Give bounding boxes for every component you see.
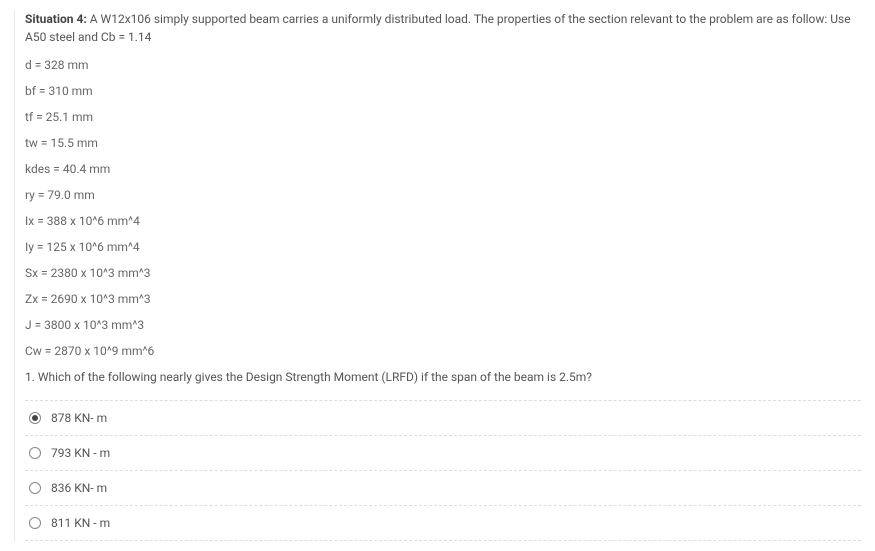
parameter-line: d = 328 mm	[25, 56, 861, 74]
option-row[interactable]: 793 KN - m	[25, 436, 861, 471]
option-label: 878 KN- m	[51, 409, 107, 427]
parameter-line: kdes = 40.4 mm	[25, 160, 861, 178]
radio-icon[interactable]	[29, 517, 41, 529]
option-label: 793 KN - m	[51, 444, 110, 462]
situation-body: A W12x106 simply supported beam carries …	[25, 12, 851, 44]
parameter-line: Zx = 2690 x 10^3 mm^3	[25, 290, 861, 308]
option-row[interactable]: 836 KN- m	[25, 471, 861, 506]
parameter-line: ry = 79.0 mm	[25, 186, 861, 204]
option-label: 836 KN- m	[51, 479, 107, 497]
problem-block: Situation 4: A W12x106 simply supported …	[14, 10, 861, 541]
radio-icon[interactable]	[29, 447, 41, 459]
parameter-line: Cw = 2870 x 10^9 mm^6	[25, 342, 861, 360]
parameter-line: tw = 15.5 mm	[25, 134, 861, 152]
option-row[interactable]: 878 KN- m	[25, 401, 861, 436]
parameter-line: Sx = 2380 x 10^3 mm^3	[25, 264, 861, 282]
option-row[interactable]: 811 KN - m	[25, 506, 861, 541]
options-group: 878 KN- m 793 KN - m 836 KN- m 811 KN - m	[25, 400, 861, 541]
situation-text: Situation 4: A W12x106 simply supported …	[25, 10, 861, 46]
parameter-line: Ix = 388 x 10^6 mm^4	[25, 212, 861, 230]
question-text: 1. Which of the following nearly gives t…	[25, 368, 861, 386]
parameter-line: J = 3800 x 10^3 mm^3	[25, 316, 861, 334]
radio-icon[interactable]	[29, 482, 41, 494]
situation-label: Situation 4:	[25, 12, 87, 26]
parameter-line: Iy = 125 x 10^6 mm^4	[25, 238, 861, 256]
option-label: 811 KN - m	[51, 514, 110, 532]
parameter-list: d = 328 mm bf = 310 mm tf = 25.1 mm tw = 15…	[25, 56, 861, 360]
parameter-line: bf = 310 mm	[25, 82, 861, 100]
radio-icon[interactable]	[29, 412, 41, 424]
parameter-line: tf = 25.1 mm	[25, 108, 861, 126]
